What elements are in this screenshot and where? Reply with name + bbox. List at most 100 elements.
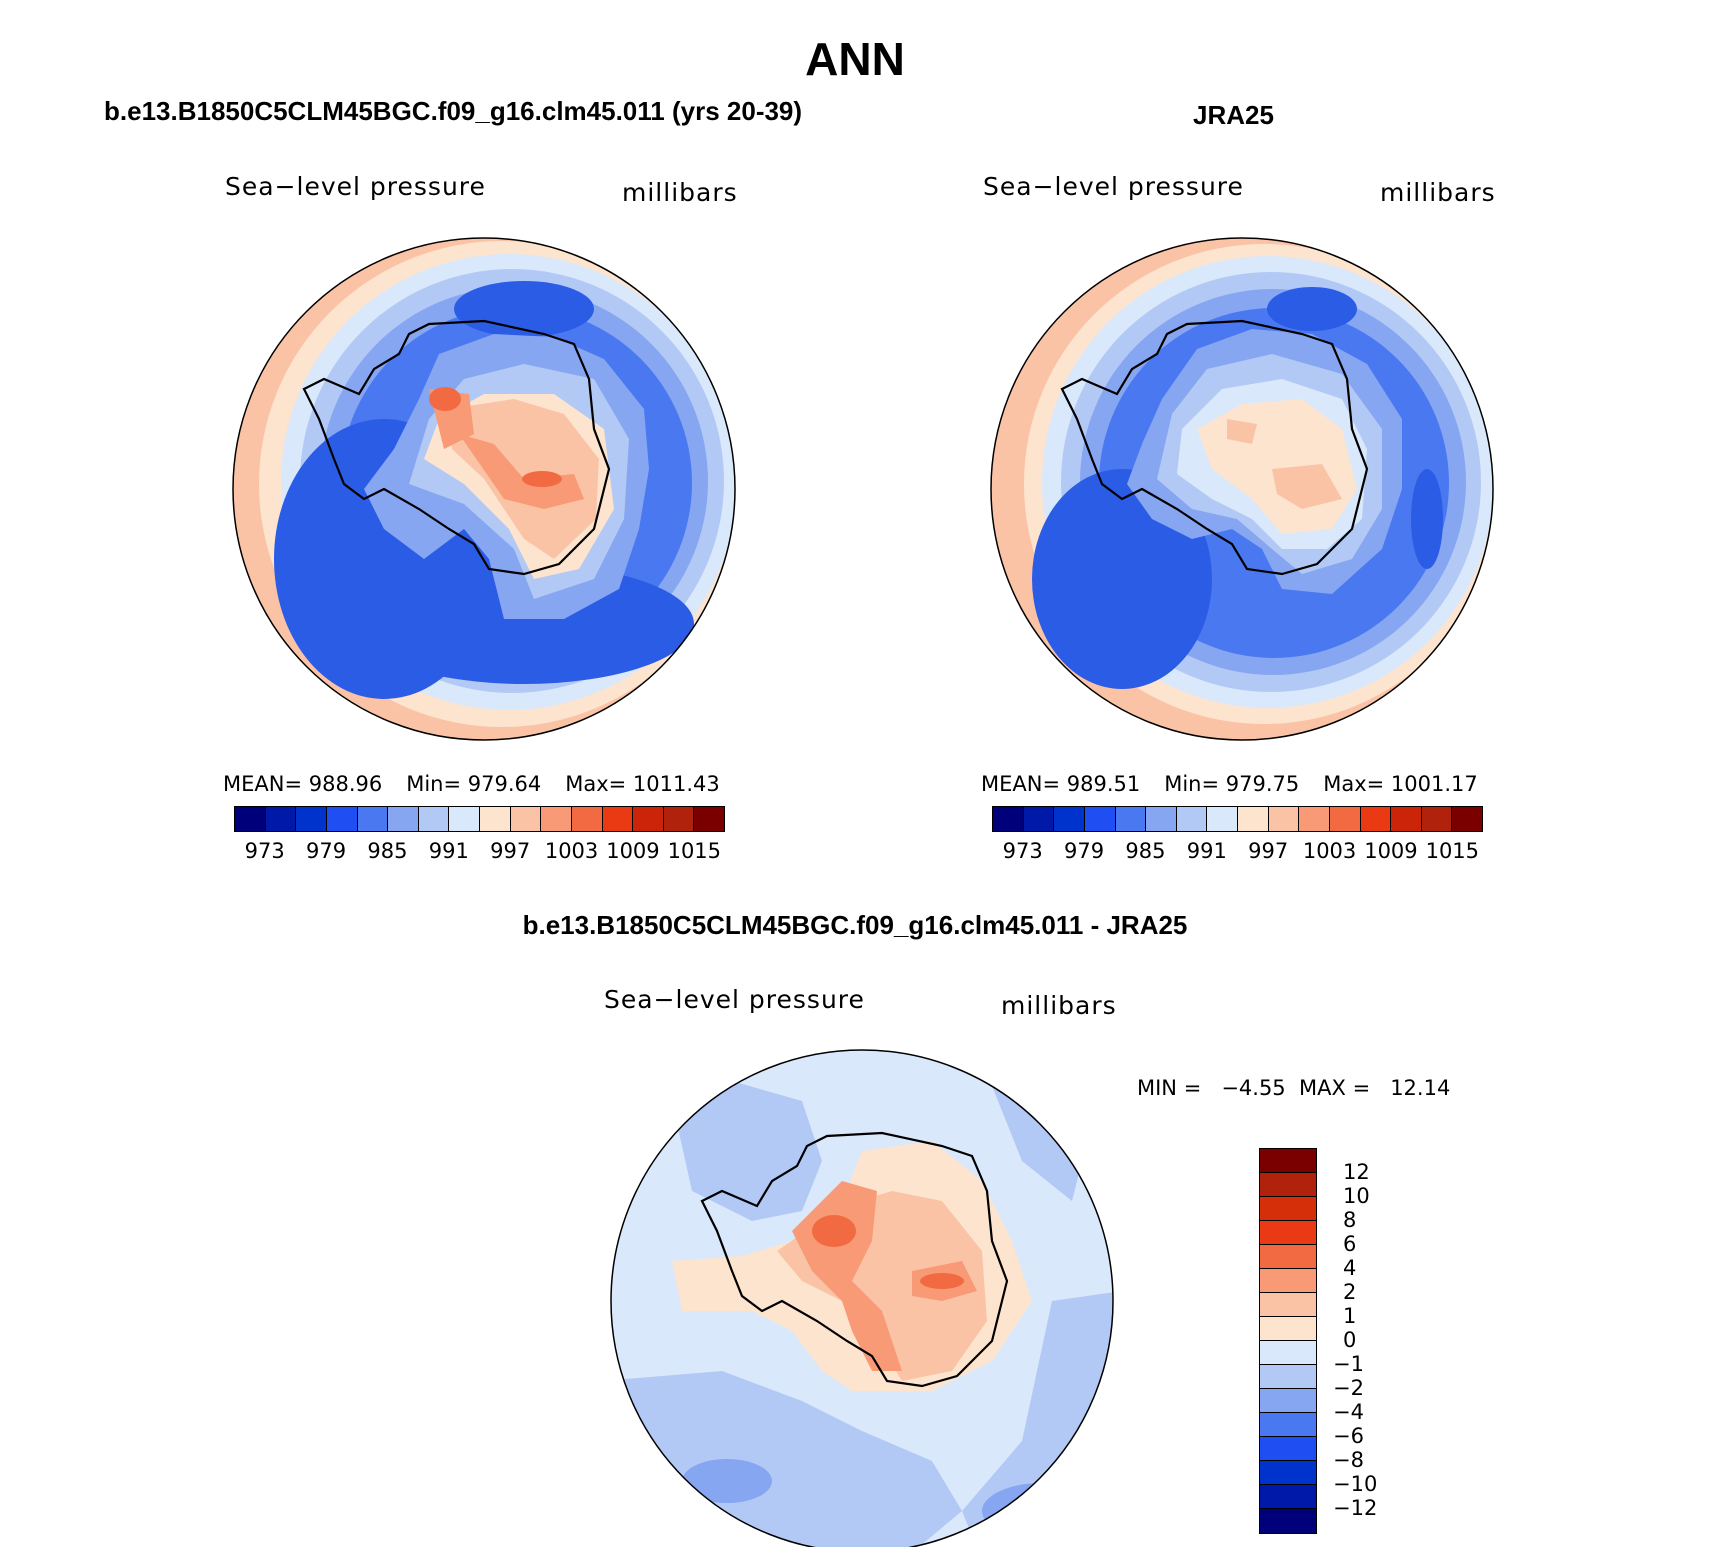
colorbar-tick-label: 985 bbox=[367, 839, 408, 863]
colorbar-tick-label: 1003 bbox=[544, 839, 599, 863]
colorbar-swatch bbox=[1299, 807, 1330, 831]
colorbar-swatch bbox=[1421, 807, 1453, 831]
colorbar-swatch bbox=[694, 807, 724, 831]
obs-colorbar bbox=[992, 806, 1483, 832]
colorbar-swatch bbox=[1260, 1437, 1316, 1461]
colorbar-swatch bbox=[1260, 1269, 1316, 1293]
colorbar-tick-label: 997 bbox=[490, 839, 531, 863]
colorbar-tick-label: −4 bbox=[1333, 1400, 1364, 1424]
figure-title: ANN bbox=[805, 33, 905, 85]
colorbar-tick-label: 1009 bbox=[606, 839, 660, 863]
colorbar-tick-label: 1015 bbox=[1425, 839, 1480, 863]
colorbar-tick-label: −8 bbox=[1333, 1448, 1364, 1472]
colorbar-tick-label: 979 bbox=[306, 839, 347, 863]
colorbar-tick-label: −12 bbox=[1333, 1496, 1378, 1520]
diff-colorbar bbox=[1259, 1148, 1317, 1534]
colorbar-swatch bbox=[1260, 1341, 1316, 1365]
obs-units-label: millibars bbox=[1380, 178, 1496, 207]
colorbar-tick-label: 1003 bbox=[1302, 839, 1357, 863]
colorbar-swatch bbox=[1391, 807, 1422, 831]
colorbar-tick-label: 10 bbox=[1343, 1184, 1370, 1208]
colorbar-swatch bbox=[1115, 807, 1147, 831]
colorbar-swatch bbox=[1176, 807, 1208, 831]
colorbar-swatch bbox=[571, 807, 603, 831]
colorbar-swatch bbox=[1260, 1365, 1316, 1389]
map-coastline bbox=[1060, 319, 1369, 576]
colorbar-swatch bbox=[1360, 807, 1392, 831]
map-high-orange-b bbox=[459, 434, 584, 509]
model-units-label: millibars bbox=[622, 178, 738, 207]
colorbar-swatch bbox=[1260, 1197, 1316, 1221]
model-colorbar-labels: 973 979 985 991 997 1003 1009 1015 bbox=[234, 839, 723, 865]
obs-variable-label: Sea−level pressure bbox=[983, 172, 1244, 201]
colorbar-swatch bbox=[1452, 807, 1482, 831]
colorbar-tick-label: −2 bbox=[1333, 1376, 1364, 1400]
colorbar-swatch bbox=[1146, 807, 1177, 831]
colorbar-tick-label: 991 bbox=[428, 839, 469, 863]
map-high-red-a bbox=[429, 387, 461, 411]
obs-panel-title: JRA25 bbox=[1193, 100, 1274, 130]
colorbar-tick-label: 1009 bbox=[1364, 839, 1418, 863]
colorbar-swatch bbox=[296, 807, 327, 831]
colorbar-tick-label: 997 bbox=[1248, 839, 1289, 863]
colorbar-tick-label: −1 bbox=[1333, 1352, 1364, 1376]
map-anom-red-b bbox=[920, 1273, 964, 1289]
model-variable-label: Sea−level pressure bbox=[225, 172, 486, 201]
colorbar-tick-label: 973 bbox=[244, 839, 285, 863]
diff-colorbar-labels: 12 10 8 6 4 2 1 0 −1 −2 −4 −6 −8 −10 −12 bbox=[1333, 1148, 1453, 1538]
colorbar-swatch bbox=[1260, 1485, 1316, 1509]
colorbar-tick-label: 4 bbox=[1343, 1256, 1357, 1280]
model-colorbar bbox=[234, 806, 725, 832]
colorbar-tick-label: 8 bbox=[1343, 1208, 1357, 1232]
colorbar-tick-label: 985 bbox=[1125, 839, 1166, 863]
colorbar-swatch bbox=[633, 807, 664, 831]
colorbar-swatch bbox=[418, 807, 450, 831]
colorbar-swatch bbox=[1329, 807, 1361, 831]
colorbar-swatch bbox=[357, 807, 389, 831]
colorbar-tick-label: 2 bbox=[1343, 1280, 1357, 1304]
map-coastline bbox=[302, 319, 611, 576]
obs-max: Max= 1001.17 bbox=[1323, 772, 1478, 796]
colorbar-swatch bbox=[663, 807, 695, 831]
colorbar-swatch bbox=[449, 807, 480, 831]
obs-polar-map bbox=[990, 237, 1494, 741]
model-polar-map bbox=[232, 237, 736, 741]
colorbar-swatch bbox=[1260, 1317, 1316, 1341]
obs-stats: MEAN= 989.51 Min= 979.75 Max= 1001.17 bbox=[981, 772, 1502, 796]
model-stats: MEAN= 988.96 Min= 979.64 Max= 1011.43 bbox=[223, 772, 744, 796]
colorbar-swatch bbox=[1054, 807, 1085, 831]
obs-colorbar-labels: 973 979 985 991 997 1003 1009 1015 bbox=[992, 839, 1481, 865]
model-panel-title: b.e13.B1850C5CLM45BGC.f09_g16.clm45.011 … bbox=[104, 96, 803, 126]
colorbar-tick-label: 6 bbox=[1343, 1232, 1357, 1256]
colorbar-tick-label: 979 bbox=[1064, 839, 1105, 863]
colorbar-tick-label: 0 bbox=[1343, 1328, 1357, 1352]
obs-min: Min= 979.75 bbox=[1164, 772, 1300, 796]
colorbar-swatch bbox=[326, 807, 358, 831]
map-anom-nw bbox=[672, 1081, 822, 1221]
colorbar-swatch bbox=[1260, 1173, 1316, 1197]
colorbar-swatch bbox=[541, 807, 572, 831]
colorbar-swatch bbox=[1268, 807, 1300, 831]
obs-mean: MEAN= 989.51 bbox=[981, 772, 1141, 796]
colorbar-tick-label: 973 bbox=[1002, 839, 1043, 863]
colorbar-swatch bbox=[1260, 1221, 1316, 1245]
colorbar-swatch bbox=[1260, 1509, 1316, 1533]
map-anom-red-a bbox=[812, 1215, 856, 1247]
colorbar-swatch bbox=[1084, 807, 1116, 831]
colorbar-swatch bbox=[265, 807, 297, 831]
colorbar-tick-label: −6 bbox=[1333, 1424, 1364, 1448]
colorbar-swatch bbox=[1238, 807, 1269, 831]
diff-variable-label: Sea−level pressure bbox=[604, 985, 865, 1014]
diff-units-label: millibars bbox=[1001, 991, 1117, 1020]
colorbar-swatch bbox=[1260, 1461, 1316, 1485]
colorbar-tick-label: 1015 bbox=[667, 839, 722, 863]
map-low-east bbox=[1411, 469, 1443, 569]
colorbar-swatch bbox=[602, 807, 634, 831]
model-mean: MEAN= 988.96 bbox=[223, 772, 383, 796]
colorbar-swatch bbox=[480, 807, 511, 831]
diff-minmax: MIN = −4.55 MAX = 12.14 bbox=[1137, 1076, 1451, 1100]
map-low-north bbox=[1267, 287, 1357, 331]
map-high-red-b bbox=[522, 471, 562, 487]
colorbar-swatch bbox=[993, 807, 1024, 831]
map-anom-sw-deep bbox=[682, 1459, 772, 1503]
